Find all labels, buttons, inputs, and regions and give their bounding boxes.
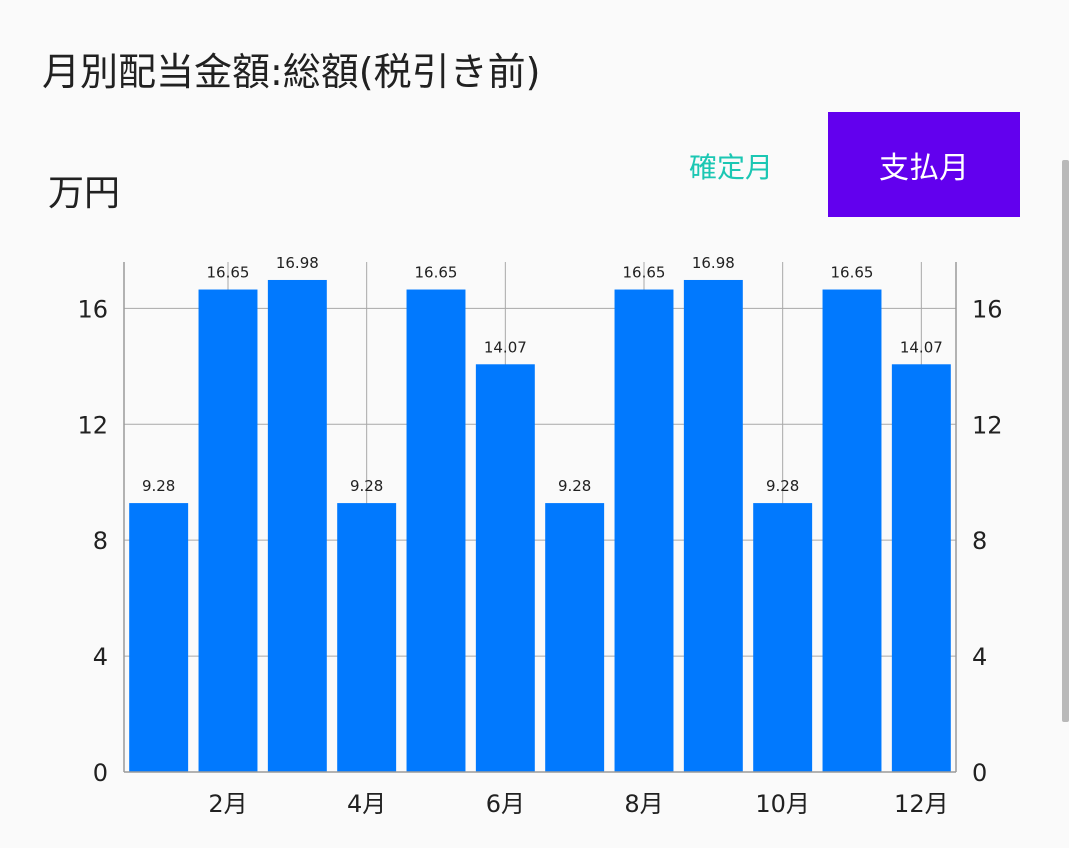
bar bbox=[891, 364, 951, 772]
bar bbox=[753, 503, 813, 772]
y-tick-label-right: 0 bbox=[972, 759, 987, 787]
tab-payment-month[interactable]: 支払月 bbox=[828, 112, 1020, 217]
bar bbox=[129, 503, 189, 772]
y-tick-label-left: 0 bbox=[93, 759, 108, 787]
scrollbar[interactable] bbox=[1062, 160, 1069, 722]
bar-value-label: 16.65 bbox=[623, 264, 666, 282]
x-tick-label: 10月 bbox=[755, 790, 810, 818]
bar bbox=[406, 289, 466, 772]
bar bbox=[267, 279, 327, 772]
bar-value-label: 9.28 bbox=[350, 477, 383, 495]
tab-confirmed-month[interactable]: 確定月 bbox=[688, 151, 773, 184]
chart-data-labels: 9.28 16.65 16.98 9.28 16.65 14.07 9.28 16.65 16.… bbox=[142, 254, 943, 495]
y-tick-label-left: 12 bbox=[77, 411, 108, 439]
chart-title: 月別配当金額:総額(税引き前) bbox=[42, 50, 541, 94]
bar bbox=[337, 503, 397, 772]
bar bbox=[545, 503, 605, 772]
bar-value-label: 14.07 bbox=[484, 338, 527, 356]
x-tick-label: 6月 bbox=[486, 790, 525, 818]
y-tick-label-right: 4 bbox=[972, 643, 987, 671]
bar-value-label: 9.28 bbox=[558, 477, 591, 495]
bar-value-label: 9.28 bbox=[766, 477, 799, 495]
chart-axes: 0 0 4 4 8 8 12 12 16 16 2月 4月 6月 8月 10月 12月 bbox=[77, 262, 1003, 818]
x-tick-label: 8月 bbox=[624, 790, 663, 818]
bar-value-label: 16.65 bbox=[831, 264, 874, 282]
y-tick-label-right: 12 bbox=[972, 411, 1003, 439]
x-tick-label: 12月 bbox=[894, 790, 949, 818]
bar bbox=[198, 289, 258, 772]
bar bbox=[822, 289, 882, 772]
chart-bars bbox=[129, 279, 951, 772]
y-axis-unit: 万円 bbox=[48, 173, 121, 214]
bar-value-label: 16.65 bbox=[207, 264, 250, 282]
bar-value-label: 16.98 bbox=[692, 254, 735, 272]
bar-value-label: 16.65 bbox=[415, 264, 458, 282]
y-tick-label-left: 4 bbox=[93, 643, 108, 671]
bar bbox=[475, 364, 535, 772]
bar bbox=[683, 279, 743, 772]
y-tick-label-right: 8 bbox=[972, 527, 987, 555]
y-tick-label-left: 16 bbox=[77, 295, 108, 323]
y-tick-label-left: 8 bbox=[93, 527, 108, 555]
bar-value-label: 9.28 bbox=[142, 477, 175, 495]
x-tick-label: 2月 bbox=[208, 790, 247, 818]
bar-value-label: 16.98 bbox=[276, 254, 319, 272]
x-tick-label: 4月 bbox=[347, 790, 386, 818]
bar bbox=[614, 289, 674, 772]
bar-value-label: 14.07 bbox=[900, 338, 943, 356]
y-tick-label-right: 16 bbox=[972, 295, 1003, 323]
